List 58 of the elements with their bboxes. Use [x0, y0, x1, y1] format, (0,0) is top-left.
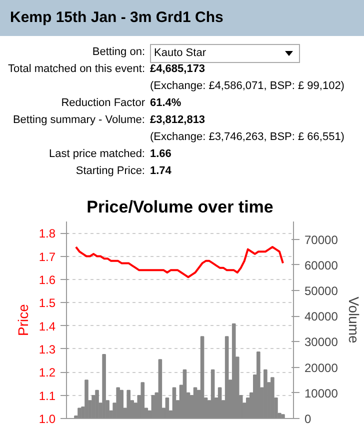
bar [210, 369, 215, 418]
y-tick-label: 1.2 [38, 366, 56, 380]
y-tick-label: 1.7 [38, 250, 56, 264]
bar [116, 387, 120, 418]
text: Betting summary - Volume: [12, 113, 146, 128]
bar [120, 390, 124, 418]
y-tick-label: 1.1 [38, 388, 56, 403]
y-tick-label: 1.0 [38, 412, 56, 426]
bar [95, 390, 99, 418]
bar [270, 377, 274, 418]
bar [126, 390, 131, 418]
bar [264, 369, 268, 418]
text: Kemp 15th Jan - 3m Grd1 Chs [0, 0, 364, 36]
y2-axis-title: Volume [346, 296, 362, 344]
bar [172, 387, 176, 418]
text: 1.74 [150, 165, 172, 177]
text: £3,812,813 [150, 114, 206, 126]
bar [200, 336, 204, 418]
bar [140, 382, 145, 418]
bar [102, 354, 106, 418]
bar [224, 336, 229, 418]
chart-title: Price/Volume over time [86, 198, 274, 216]
bar [151, 394, 156, 418]
y2-tick-label: 30000 [304, 335, 338, 350]
bar [218, 387, 222, 418]
text: £4,685,173 [150, 63, 206, 75]
text: 1.66 [150, 148, 172, 160]
text: Betting on: [91, 45, 146, 60]
text: 61.4% [150, 97, 182, 109]
text: Last price matched: [48, 147, 146, 162]
bar [256, 351, 260, 418]
y2-tick-label: 50000 [304, 284, 338, 298]
y2-tick-label: 10000 [304, 386, 338, 400]
text: (Exchange: £3,746,263, BSP: £ 66,551) [150, 130, 344, 145]
bar [158, 359, 162, 418]
y2-tick-label: 70000 [304, 232, 338, 247]
text: (Exchange: £4,586,071, BSP: £ 99,102) [150, 79, 344, 94]
y-tick-label: 1.3 [38, 342, 56, 356]
y-tick-label: 1.4 [38, 319, 56, 334]
text: Kauto Star [150, 44, 300, 63]
y2-tick-label: 20000 [304, 360, 338, 375]
y2-tick-label: 40000 [304, 310, 338, 324]
y-tick-label: 1.5 [38, 296, 56, 310]
bar [193, 387, 198, 418]
bar [84, 380, 88, 418]
y-tick-label: 1.6 [38, 272, 56, 287]
text: Reduction Factor [60, 96, 146, 111]
line-series [74, 246, 284, 278]
text: Starting Price: [74, 164, 146, 179]
bar [232, 323, 236, 418]
y2-tick-label: 0 [304, 412, 312, 426]
y2-tick-label: 60000 [304, 258, 338, 272]
bar [165, 398, 170, 418]
y-tick-label: 1.8 [38, 226, 56, 241]
bar [182, 369, 187, 418]
bar [281, 414, 285, 418]
text: Total matched on this event: [7, 62, 146, 77]
y-axis-title: Price [14, 304, 31, 336]
